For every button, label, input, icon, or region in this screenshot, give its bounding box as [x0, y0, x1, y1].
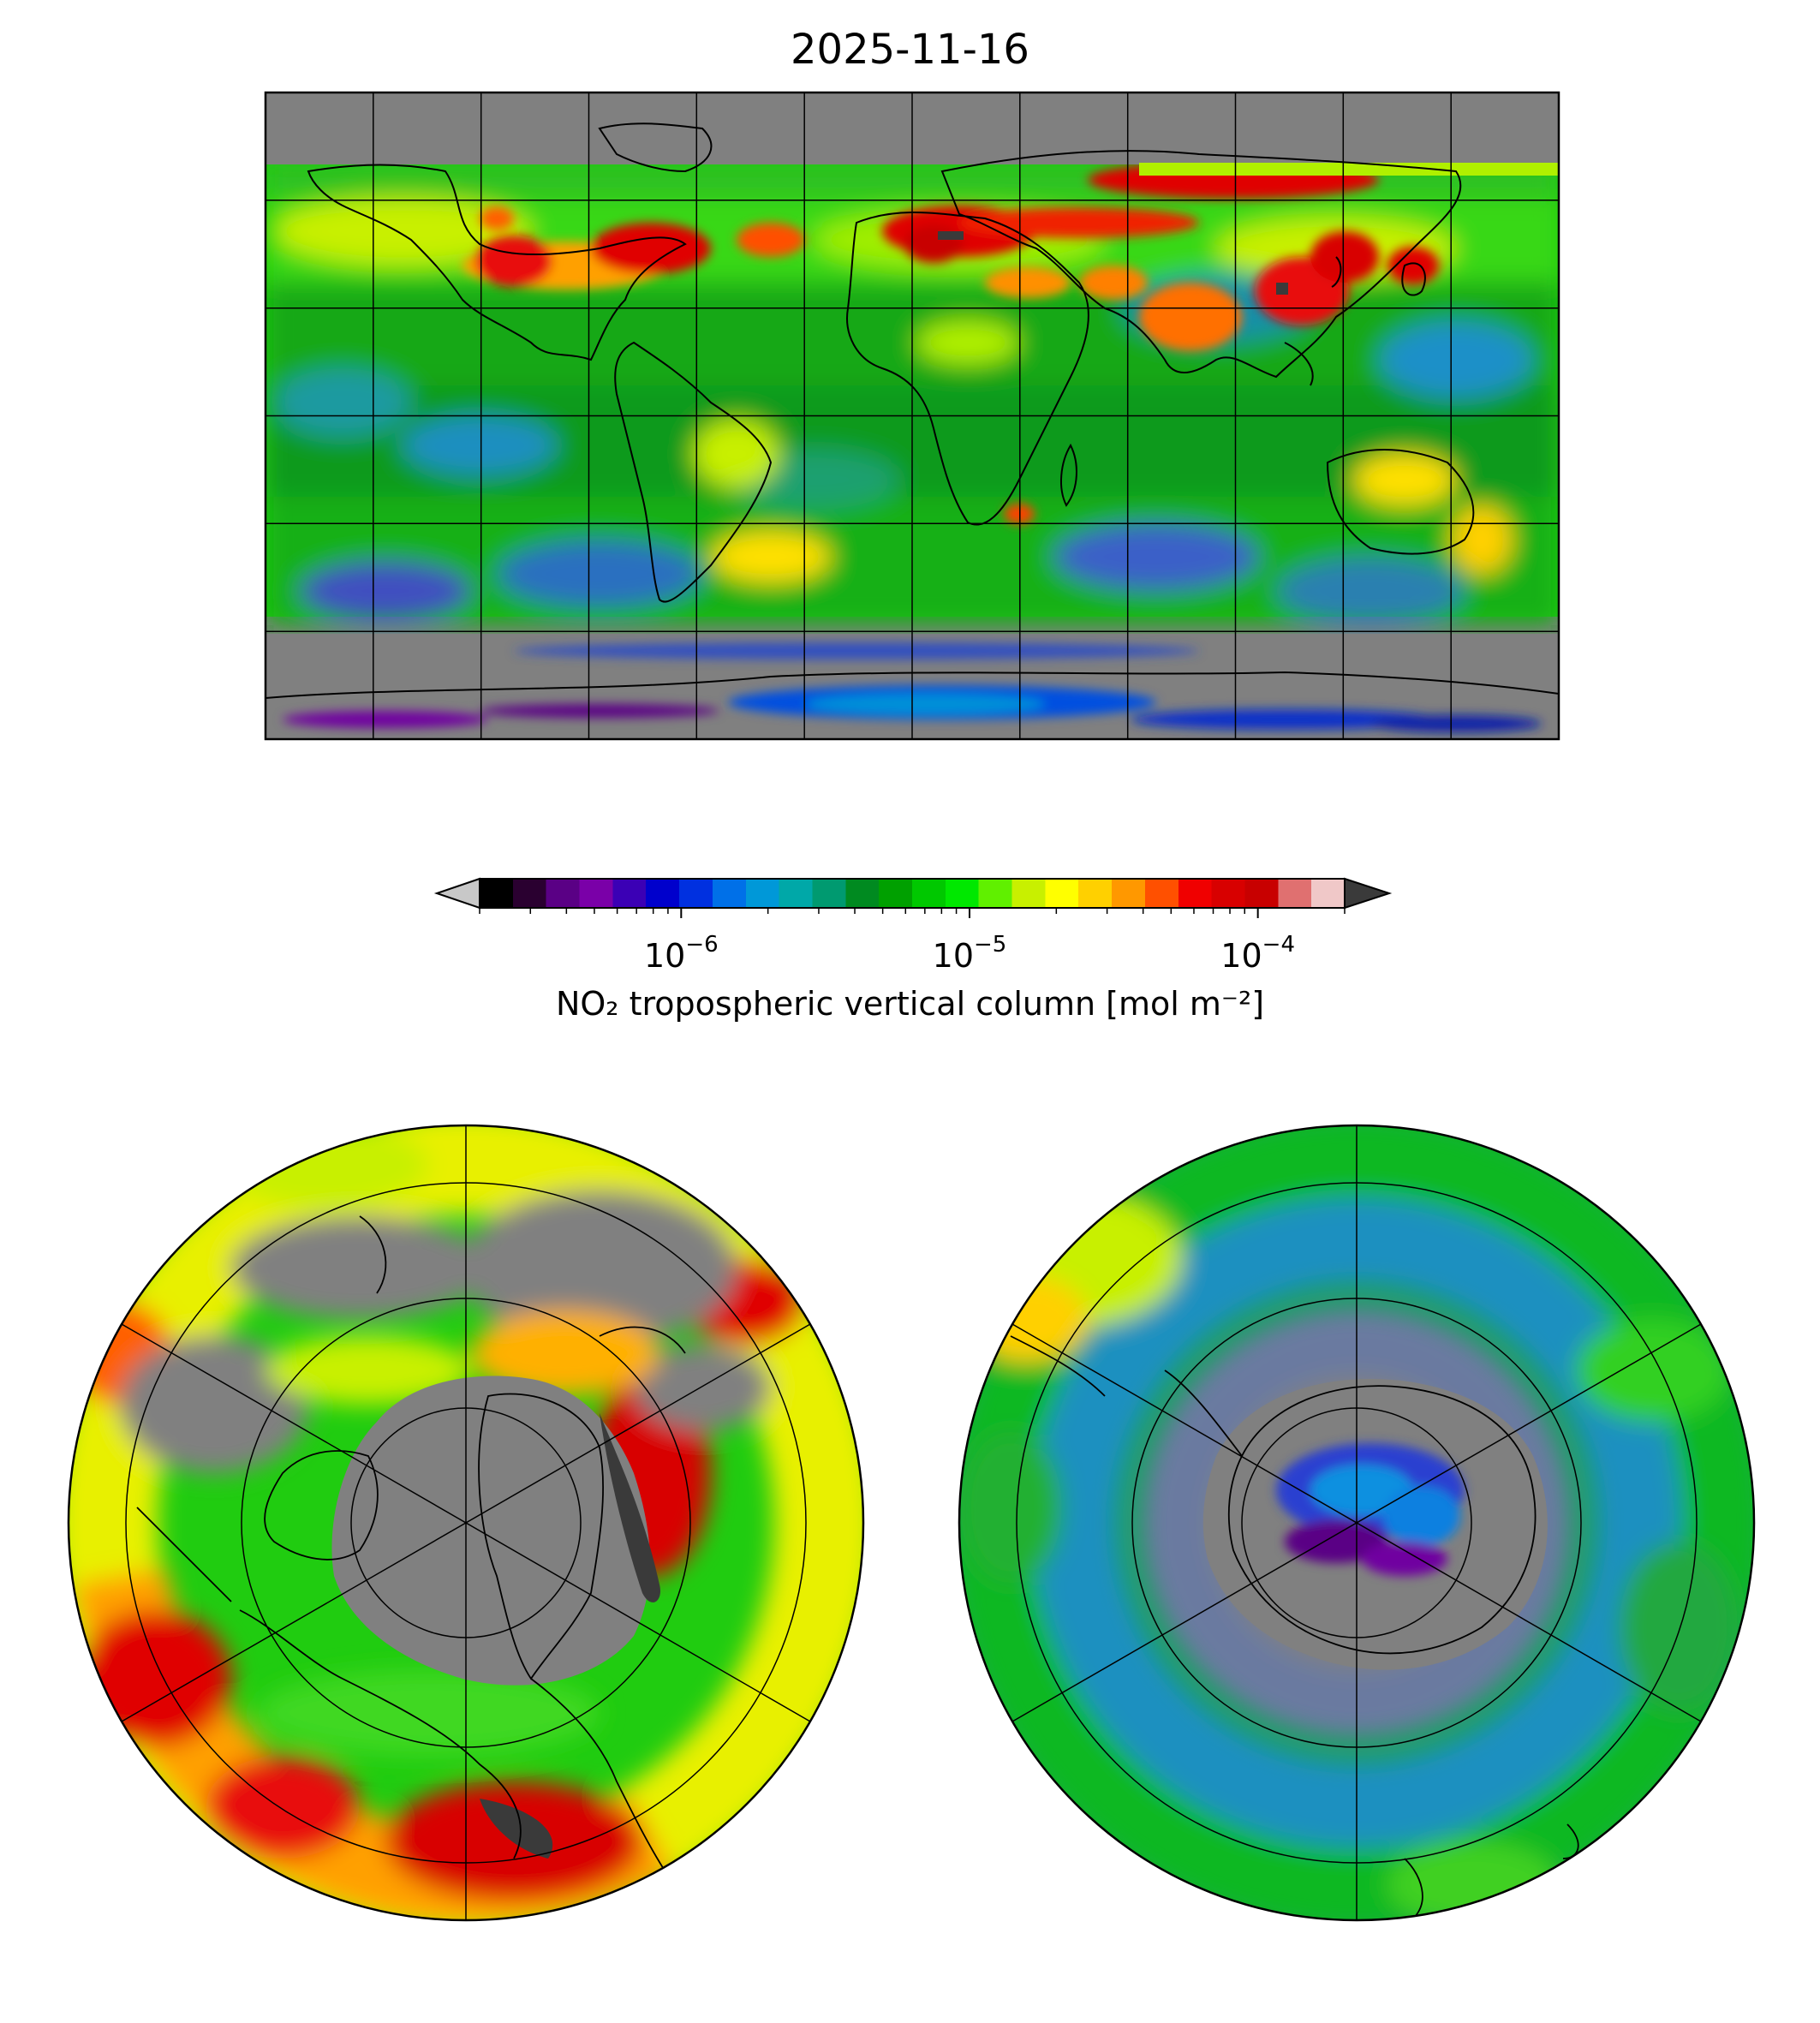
north-polar-coastlines — [136, 1215, 686, 1877]
south-polar-coastlines — [1010, 1335, 1579, 1919]
colorbar-tick-label: 10−4 — [1220, 932, 1295, 975]
world-map — [264, 91, 1560, 741]
colorbar-tick-label: 10−5 — [932, 932, 1007, 975]
colorbar-over-extension — [1344, 877, 1393, 910]
colorbar-gradient — [480, 879, 1345, 908]
colorbar-frame — [479, 878, 1346, 909]
north-polar-frame — [67, 1124, 865, 1922]
world-map-frame — [264, 91, 1560, 741]
colorbar-ticks — [479, 908, 1346, 918]
north-polar-graticule — [121, 1125, 811, 1920]
south-polar-map — [958, 1124, 1756, 1922]
world-gridlines — [266, 92, 1559, 739]
plot-title: 2025-11-16 — [791, 26, 1029, 74]
colorbar-label: NO₂ tropospheric vertical column [mol m⁻… — [555, 985, 1265, 1023]
south-polar-frame — [958, 1124, 1756, 1922]
colorbar-under-extension — [433, 877, 480, 910]
south-polar-graticule — [1011, 1125, 1702, 1920]
world-coastlines — [266, 122, 1559, 699]
colorbar — [433, 877, 1393, 918]
colorbar-tick-label: 10−6 — [643, 932, 719, 975]
north-polar-map — [67, 1124, 865, 1922]
